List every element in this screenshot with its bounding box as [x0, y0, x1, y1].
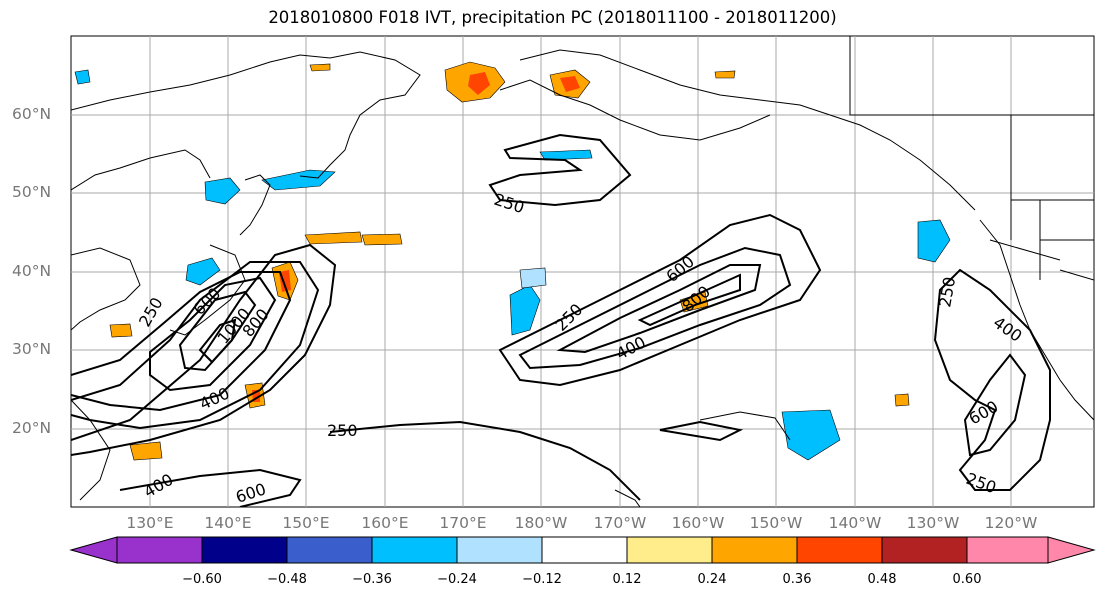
colorbar-segment	[201, 536, 288, 564]
coastlines	[71, 36, 1094, 507]
colorbar-segment	[116, 536, 203, 564]
precip-blob	[74, 69, 91, 85]
colorbar-under-triangle	[69, 536, 118, 564]
precip-blob	[539, 149, 593, 161]
precip-blob	[519, 267, 547, 289]
precip-blob	[560, 76, 580, 92]
precip-blob	[361, 233, 403, 246]
lon-label: 140°E	[204, 514, 252, 532]
colorbar-tick-label: −0.48	[267, 572, 307, 587]
colorbar-segment	[541, 536, 628, 564]
lon-label: 180°W	[514, 514, 568, 532]
lon-label: 120°W	[984, 514, 1038, 532]
lon-label: 170°W	[593, 514, 647, 532]
lat-label: 60°N	[12, 105, 52, 123]
colorbar-tick-label: −0.36	[352, 572, 392, 587]
colorbar-tick-label: 0.12	[612, 572, 642, 587]
precip-blob	[894, 393, 910, 407]
colorbar-segment	[371, 536, 458, 564]
precip-blob	[468, 72, 490, 95]
lon-label: 160°W	[671, 514, 725, 532]
colorbar-tick-label: 0.36	[782, 572, 812, 587]
lon-label: 150°E	[282, 514, 330, 532]
lon-label: 130°W	[906, 514, 960, 532]
ivt-contours	[71, 133, 1051, 507]
precipitation-shading	[74, 61, 951, 461]
lon-label: 130°E	[126, 514, 174, 532]
colorbar-segment	[456, 536, 543, 564]
lat-label: 30°N	[12, 340, 52, 358]
colorbar-segment	[881, 536, 968, 564]
lon-label: 140°W	[828, 514, 882, 532]
lat-label: 50°N	[12, 183, 52, 201]
colorbar	[69, 536, 1096, 564]
lon-label: 170°E	[439, 514, 487, 532]
lat-label: 20°N	[12, 419, 52, 437]
precip-blob	[309, 63, 331, 72]
colorbar-segment	[626, 536, 713, 564]
colorbar-tick-label: −0.12	[522, 572, 562, 587]
lat-label: 40°N	[12, 262, 52, 280]
precip-blob	[917, 219, 951, 263]
precip-blob	[781, 409, 841, 461]
lon-label: 150°W	[749, 514, 803, 532]
colorbar-tick-label: −0.24	[437, 572, 477, 587]
colorbar-tick-label: 0.48	[867, 572, 897, 587]
colorbar-tick-label: −0.60	[182, 572, 222, 587]
precip-blob	[304, 231, 363, 245]
precip-blob	[185, 257, 221, 286]
precip-blob	[261, 169, 336, 191]
precip-blob	[129, 441, 163, 461]
contour-label: 250	[327, 421, 358, 440]
colorbar-segment	[286, 536, 373, 564]
colorbar-tick-label: 0.60	[952, 572, 982, 587]
colorbar-segment	[966, 536, 1049, 564]
map-title: 2018010800 F018 IVT, precipitation PC (2…	[268, 8, 837, 27]
colorbar-tick-label: 0.24	[697, 572, 727, 587]
lon-label: 160°E	[361, 514, 409, 532]
colorbar-segment	[711, 536, 798, 564]
precip-blob	[714, 70, 736, 79]
colorbar-over-triangle	[1047, 536, 1096, 564]
precip-blob	[109, 323, 133, 338]
precip-blob	[204, 177, 241, 205]
colorbar-segment	[796, 536, 883, 564]
